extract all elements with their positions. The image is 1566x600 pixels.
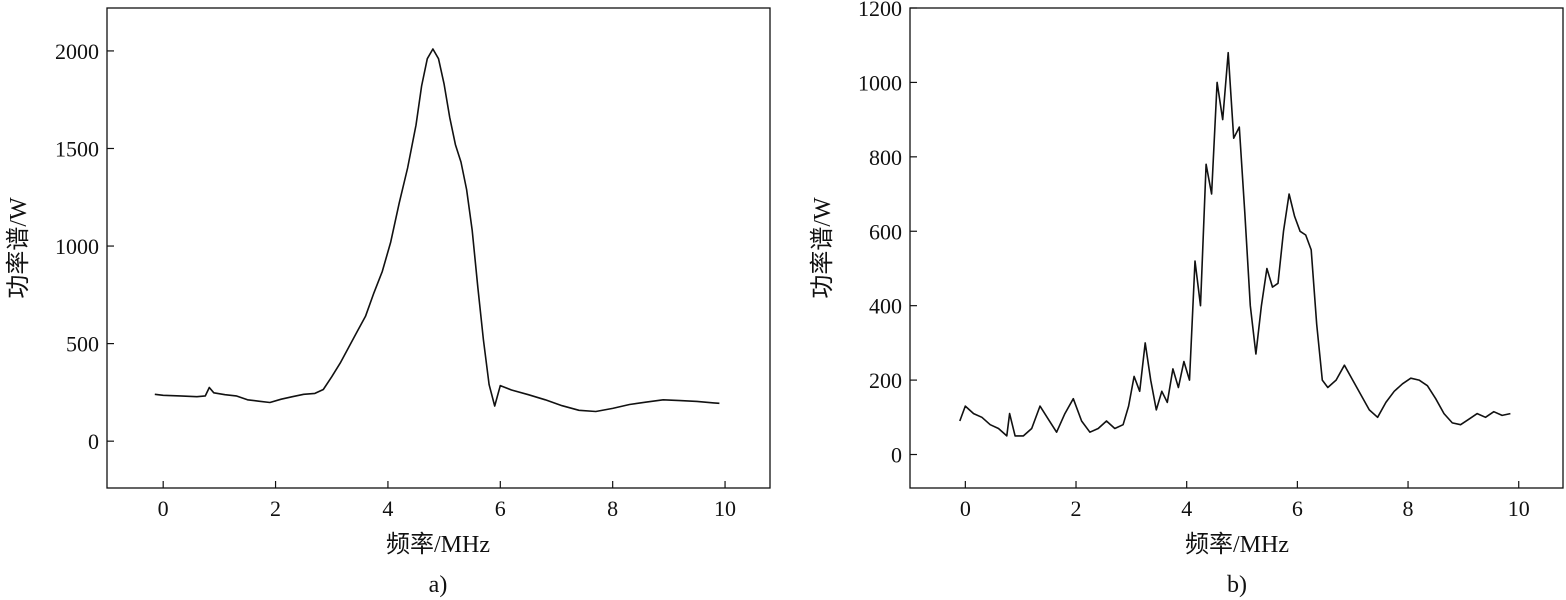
power-spectrum-line-a: [154, 48, 720, 413]
panel-b: 0 2 4 6 8 10 0 200 400 600 800 1000 1200 频率/MHz 功率谱/…: [809, 0, 1564, 598]
y-tick-label-a-3: 1500: [55, 136, 99, 161]
y-tick-label-b-4: 800: [869, 145, 902, 170]
panel-label-a: a): [429, 572, 448, 598]
plot-frame-b: [909, 7, 1564, 489]
x-axis-label-b: 频率/MHz: [1185, 531, 1289, 558]
x-tick-label-b-2: 4: [1181, 496, 1192, 521]
x-tick-label-a-5: 10: [714, 496, 736, 521]
x-axis-label-a: 频率/MHz: [386, 531, 490, 558]
x-tick-label-b-4: 8: [1403, 496, 1414, 521]
y-tick-label-a-2: 1000: [55, 234, 99, 259]
x-tick-label-b-3: 6: [1292, 496, 1303, 521]
power-spectrum-line-b: [959, 51, 1511, 437]
y-tick-label-b-2: 400: [869, 294, 902, 319]
x-tick-label-a-0: 0: [158, 496, 169, 521]
x-tick-label-a-1: 2: [270, 496, 281, 521]
y-tick-label-a-1: 500: [66, 332, 99, 357]
x-tick-label-b-1: 2: [1071, 496, 1082, 521]
panel-a: 0 2 4 6 8 10 0 500 1000 1500 2000 频率/MHz 功率谱/W a): [5, 7, 771, 598]
y-axis-label-b: 功率谱/W: [809, 197, 836, 299]
x-tick-label-b-5: 10: [1508, 496, 1530, 521]
axis-ticks-b: 0 2 4 6 8 10 0 200 400 600 800 1000 1200: [858, 0, 1530, 521]
y-tick-label-b-5: 1000: [858, 70, 902, 95]
plot-frame-a: [106, 7, 771, 489]
y-axis-label-a: 功率谱/W: [5, 197, 32, 299]
axis-ticks-a: 0 2 4 6 8 10 0 500 1000 1500 2000: [55, 39, 736, 521]
y-tick-label-b-0: 0: [891, 443, 902, 468]
y-tick-label-b-6: 1200: [858, 0, 902, 21]
y-tick-label-a-4: 2000: [55, 39, 99, 64]
x-tick-label-b-0: 0: [960, 496, 971, 521]
y-tick-label-b-3: 600: [869, 219, 902, 244]
panel-label-b: b): [1227, 572, 1247, 598]
x-tick-label-a-2: 4: [382, 496, 393, 521]
y-tick-label-b-1: 200: [869, 368, 902, 393]
y-tick-label-a-0: 0: [88, 429, 99, 454]
x-tick-label-a-4: 8: [607, 496, 618, 521]
x-tick-label-a-3: 6: [495, 496, 506, 521]
